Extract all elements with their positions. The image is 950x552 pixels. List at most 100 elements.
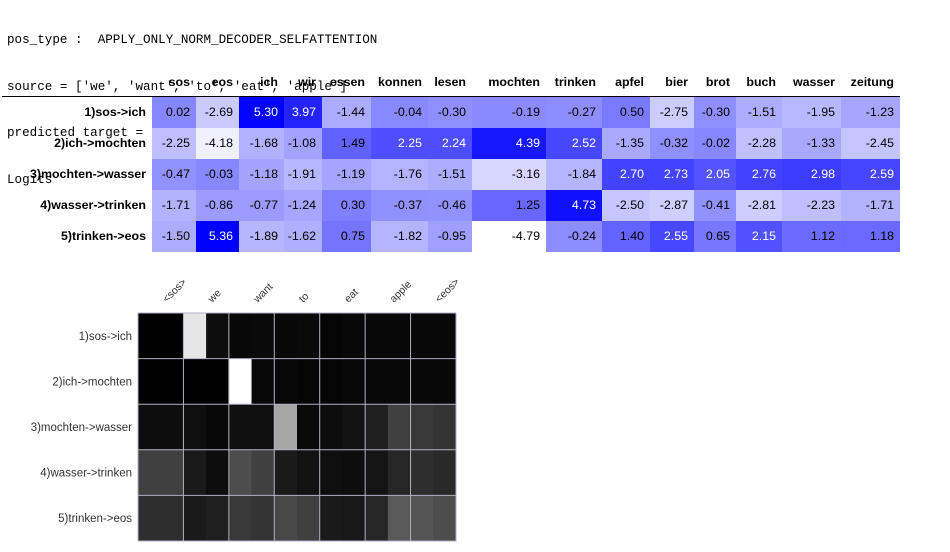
heatmap-cell [387, 313, 411, 359]
heatmap-cell [251, 313, 275, 359]
logit-cell: -1.50 [152, 220, 196, 252]
logits-row: 4)wasser->trinken -1.71 -0.86 -0.77 -1.24 0.3… [2, 189, 900, 221]
logit-cell: -0.46 [428, 189, 472, 221]
column-header: sos [168, 75, 190, 89]
heatmap-cell [183, 404, 207, 451]
logit-cell: -2.45 [841, 127, 900, 159]
logit-cell: 2.76 [736, 158, 782, 190]
logit-cell: -0.47 [152, 158, 196, 190]
heatmap-cell [251, 449, 275, 496]
logit-cell: -1.91 [284, 158, 322, 190]
column-header: ich [260, 75, 278, 89]
heatmap-cell [387, 404, 411, 451]
column-header: brot [705, 75, 730, 89]
logit-cell: 2.15 [736, 220, 782, 252]
logit-cell: 2.55 [650, 220, 694, 252]
y-tick-label: 5)trinken->eos [58, 513, 132, 525]
heatmap-cell [206, 358, 230, 405]
heatmap-cell [251, 358, 275, 405]
heatmap-cell [160, 495, 184, 542]
logit-cell: -1.35 [602, 127, 650, 159]
heatmap-cell [433, 449, 457, 496]
heatmap-cell [342, 313, 366, 359]
heatmap-cell [228, 358, 252, 405]
logit-cell: 1.25 [472, 189, 546, 221]
logit-cell: 3.97 [284, 96, 322, 128]
heatmap-cell [297, 449, 321, 496]
heatmap-cell [183, 358, 207, 405]
logit-cell: 0.75 [322, 220, 371, 252]
heatmap-cell [183, 449, 207, 496]
heatmap-cell [365, 495, 389, 542]
heatmap-cell [206, 495, 230, 542]
heatmap-cell [274, 495, 298, 542]
heatmap-cell [387, 358, 411, 405]
column-header: essen [329, 75, 365, 89]
console-line-logits-label: Logits [7, 172, 53, 187]
heatmap-cell [138, 404, 162, 451]
logit-cell: 4.73 [546, 189, 602, 221]
logit-cell: -0.32 [650, 127, 694, 159]
logit-cell: 5.30 [239, 96, 284, 128]
heatmap-cell [342, 495, 366, 542]
logit-cell: -1.84 [546, 158, 602, 190]
logit-cell: -0.95 [428, 220, 472, 252]
logit-cell: -1.62 [284, 220, 322, 252]
logit-cell: -2.69 [196, 96, 239, 128]
logit-cell: 2.05 [694, 158, 736, 190]
logit-cell: -0.77 [239, 189, 284, 221]
logit-cell: -1.08 [284, 127, 322, 159]
logit-cell: -1.19 [322, 158, 371, 190]
heatmap-cell [410, 404, 434, 451]
column-header: mochten [488, 75, 540, 89]
heatmap-cell [138, 313, 162, 359]
heatmap-cell [297, 404, 321, 451]
logit-cell: 2.59 [841, 158, 900, 190]
heatmap-cell [410, 495, 434, 542]
logit-cell: -2.25 [152, 127, 196, 159]
heatmap-cell [342, 358, 366, 405]
logits-row: 2)ich->mochten -2.25 -4.18 -1.68 -1.08 1.49 2.… [2, 127, 900, 159]
column-header: lesen [434, 75, 466, 89]
heatmap-cell [365, 404, 389, 451]
x-tick-label: we [205, 287, 224, 306]
y-tick-label: 2)ich->mochten [52, 376, 132, 388]
heatmap-cell [206, 404, 230, 451]
logit-cell: 2.98 [782, 158, 841, 190]
logit-cell: -4.79 [472, 220, 546, 252]
logit-cell: -1.23 [841, 96, 900, 128]
heatmap-cell [297, 495, 321, 542]
heatmap-cell [365, 449, 389, 496]
logit-cell: -0.30 [428, 96, 472, 128]
logit-cell: 2.25 [371, 127, 428, 159]
logit-cell: -1.82 [371, 220, 428, 252]
column-header: trinken [554, 75, 596, 89]
logit-cell: 2.24 [428, 127, 472, 159]
logit-cell: 0.65 [694, 220, 736, 252]
heatmap-cell [387, 495, 411, 542]
heatmap-cell [160, 313, 184, 359]
heatmap-cell [342, 449, 366, 496]
logit-cell: -4.18 [196, 127, 239, 159]
logits-row: 5)trinken->eos -1.50 5.36 -1.89 -1.62 0.75 -1.… [2, 220, 900, 252]
logit-cell: -0.02 [694, 127, 736, 159]
logit-cell: -1.95 [782, 96, 841, 128]
logit-cell: -0.19 [472, 96, 546, 128]
logit-cell: -3.16 [472, 158, 546, 190]
logit-cell: -1.89 [239, 220, 284, 252]
heatmap-cell [138, 358, 162, 405]
logit-cell: 2.73 [650, 158, 694, 190]
console-line-source: source = ['we', 'want', 'to', 'eat', 'ap… [7, 79, 348, 94]
heatmap-cell [160, 404, 184, 451]
column-header: wir [298, 75, 316, 89]
heatmap-cell [138, 449, 162, 496]
logit-cell: -1.76 [371, 158, 428, 190]
column-header: konnen [377, 75, 422, 89]
heatmap-cell [319, 404, 343, 451]
x-tick-label: <sos> [160, 276, 189, 305]
logit-cell: 1.18 [841, 220, 900, 252]
heatmap-cell [251, 404, 275, 451]
logit-cell: 4.39 [472, 127, 546, 159]
logit-cell: 1.12 [782, 220, 841, 252]
logit-cell: 5.36 [196, 220, 239, 252]
